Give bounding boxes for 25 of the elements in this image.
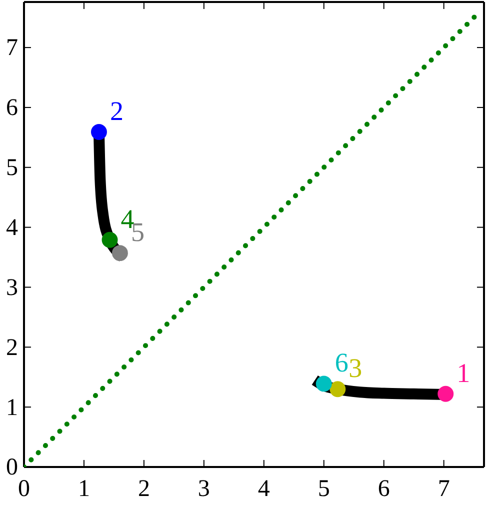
x-tick-label: 7 — [438, 476, 450, 502]
y-tick-label: 3 — [6, 274, 18, 301]
y-tick-label: 4 — [6, 214, 18, 241]
x-tick-label: 1 — [78, 476, 90, 502]
series-label: 1 — [456, 358, 470, 388]
y-tick-label: 6 — [6, 95, 18, 122]
x-tick-label: 6 — [378, 476, 390, 502]
y-tick-label: 5 — [6, 155, 18, 182]
y-tick-label: 0 — [6, 454, 18, 481]
y-tick-label: 1 — [6, 394, 18, 421]
x-tick-label: 2 — [138, 476, 150, 502]
series-label: 3 — [348, 353, 362, 384]
point — [90, 124, 107, 140]
series-label: 2 — [110, 96, 124, 126]
y-tick-label: 7 — [6, 35, 18, 62]
x-tick-label: 5 — [318, 476, 330, 502]
point — [330, 381, 346, 398]
x-tick-label: 3 — [198, 476, 210, 502]
point — [316, 376, 332, 392]
point — [112, 245, 128, 262]
point — [438, 386, 454, 402]
x-tick-label: 4 — [258, 476, 270, 502]
y-tick-label: 2 — [6, 334, 18, 361]
series-label: 6 — [334, 348, 348, 378]
point — [102, 232, 118, 248]
